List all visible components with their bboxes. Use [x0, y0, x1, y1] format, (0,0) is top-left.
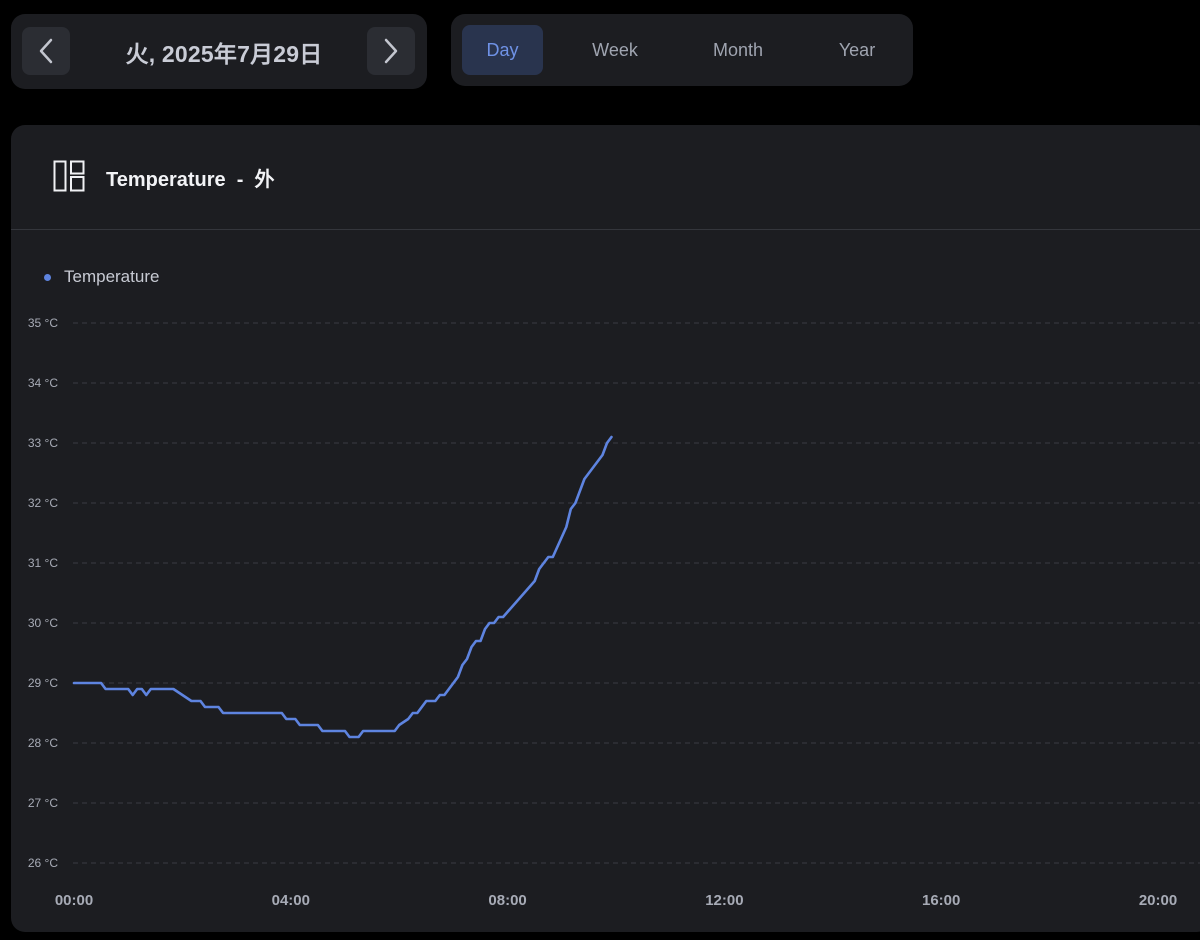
x-tick-label: 20:00 — [1139, 892, 1177, 909]
legend-label-temperature: Temperature — [64, 267, 160, 286]
legend-dot-temperature — [44, 273, 51, 281]
tab-day[interactable]: Day — [462, 25, 543, 75]
x-tick-label: 04:00 — [272, 892, 310, 909]
y-tick-label: 28 °C — [28, 736, 58, 750]
time-range-tabs: Day Week Month Year — [451, 14, 913, 86]
dashboard-layout-icon — [53, 160, 85, 192]
x-tick-label: 08:00 — [488, 892, 526, 909]
x-tick-label: 12:00 — [705, 892, 743, 909]
temperature-card: Temperature - 外 Temperature 26 °C 27 °C 28… — [11, 125, 1200, 932]
chevron-left-icon — [39, 38, 53, 64]
y-tick-label: 32 °C — [28, 496, 58, 510]
next-day-button[interactable] — [367, 27, 415, 75]
temperature-line-chart: 26 °C 27 °C 28 °C 29 °C 30 °C 31 °C 32 °C 33 °C… — [28, 316, 1200, 909]
series-line-temperature[interactable] — [72, 435, 613, 739]
chevron-right-icon — [384, 38, 398, 64]
y-tick-label: 29 °C — [28, 676, 58, 690]
y-tick-label: 30 °C — [28, 616, 58, 630]
y-tick-label: 34 °C — [28, 376, 58, 390]
tab-month[interactable]: Month — [712, 39, 764, 60]
date-navigator: 火, 2025年7月29日 — [11, 14, 427, 89]
x-tick-label: 00:00 — [55, 892, 93, 909]
y-tick-label: 35 °C — [28, 316, 58, 330]
current-date-label: 火, 2025年7月29日 — [125, 40, 323, 67]
x-tick-label: 16:00 — [922, 892, 960, 909]
y-tick-label: 33 °C — [28, 436, 58, 450]
card-header: Temperature - 外 — [11, 125, 1200, 230]
y-tick-label: 27 °C — [28, 796, 58, 810]
previous-day-button[interactable] — [22, 27, 70, 75]
y-tick-label: 26 °C — [28, 856, 58, 870]
y-tick-label: 31 °C — [28, 556, 58, 570]
chart-legend[interactable]: Temperature — [44, 267, 159, 287]
tab-year[interactable]: Year — [838, 39, 876, 60]
tab-week[interactable]: Week — [592, 39, 638, 60]
card-title: Temperature - 外 — [106, 169, 275, 191]
